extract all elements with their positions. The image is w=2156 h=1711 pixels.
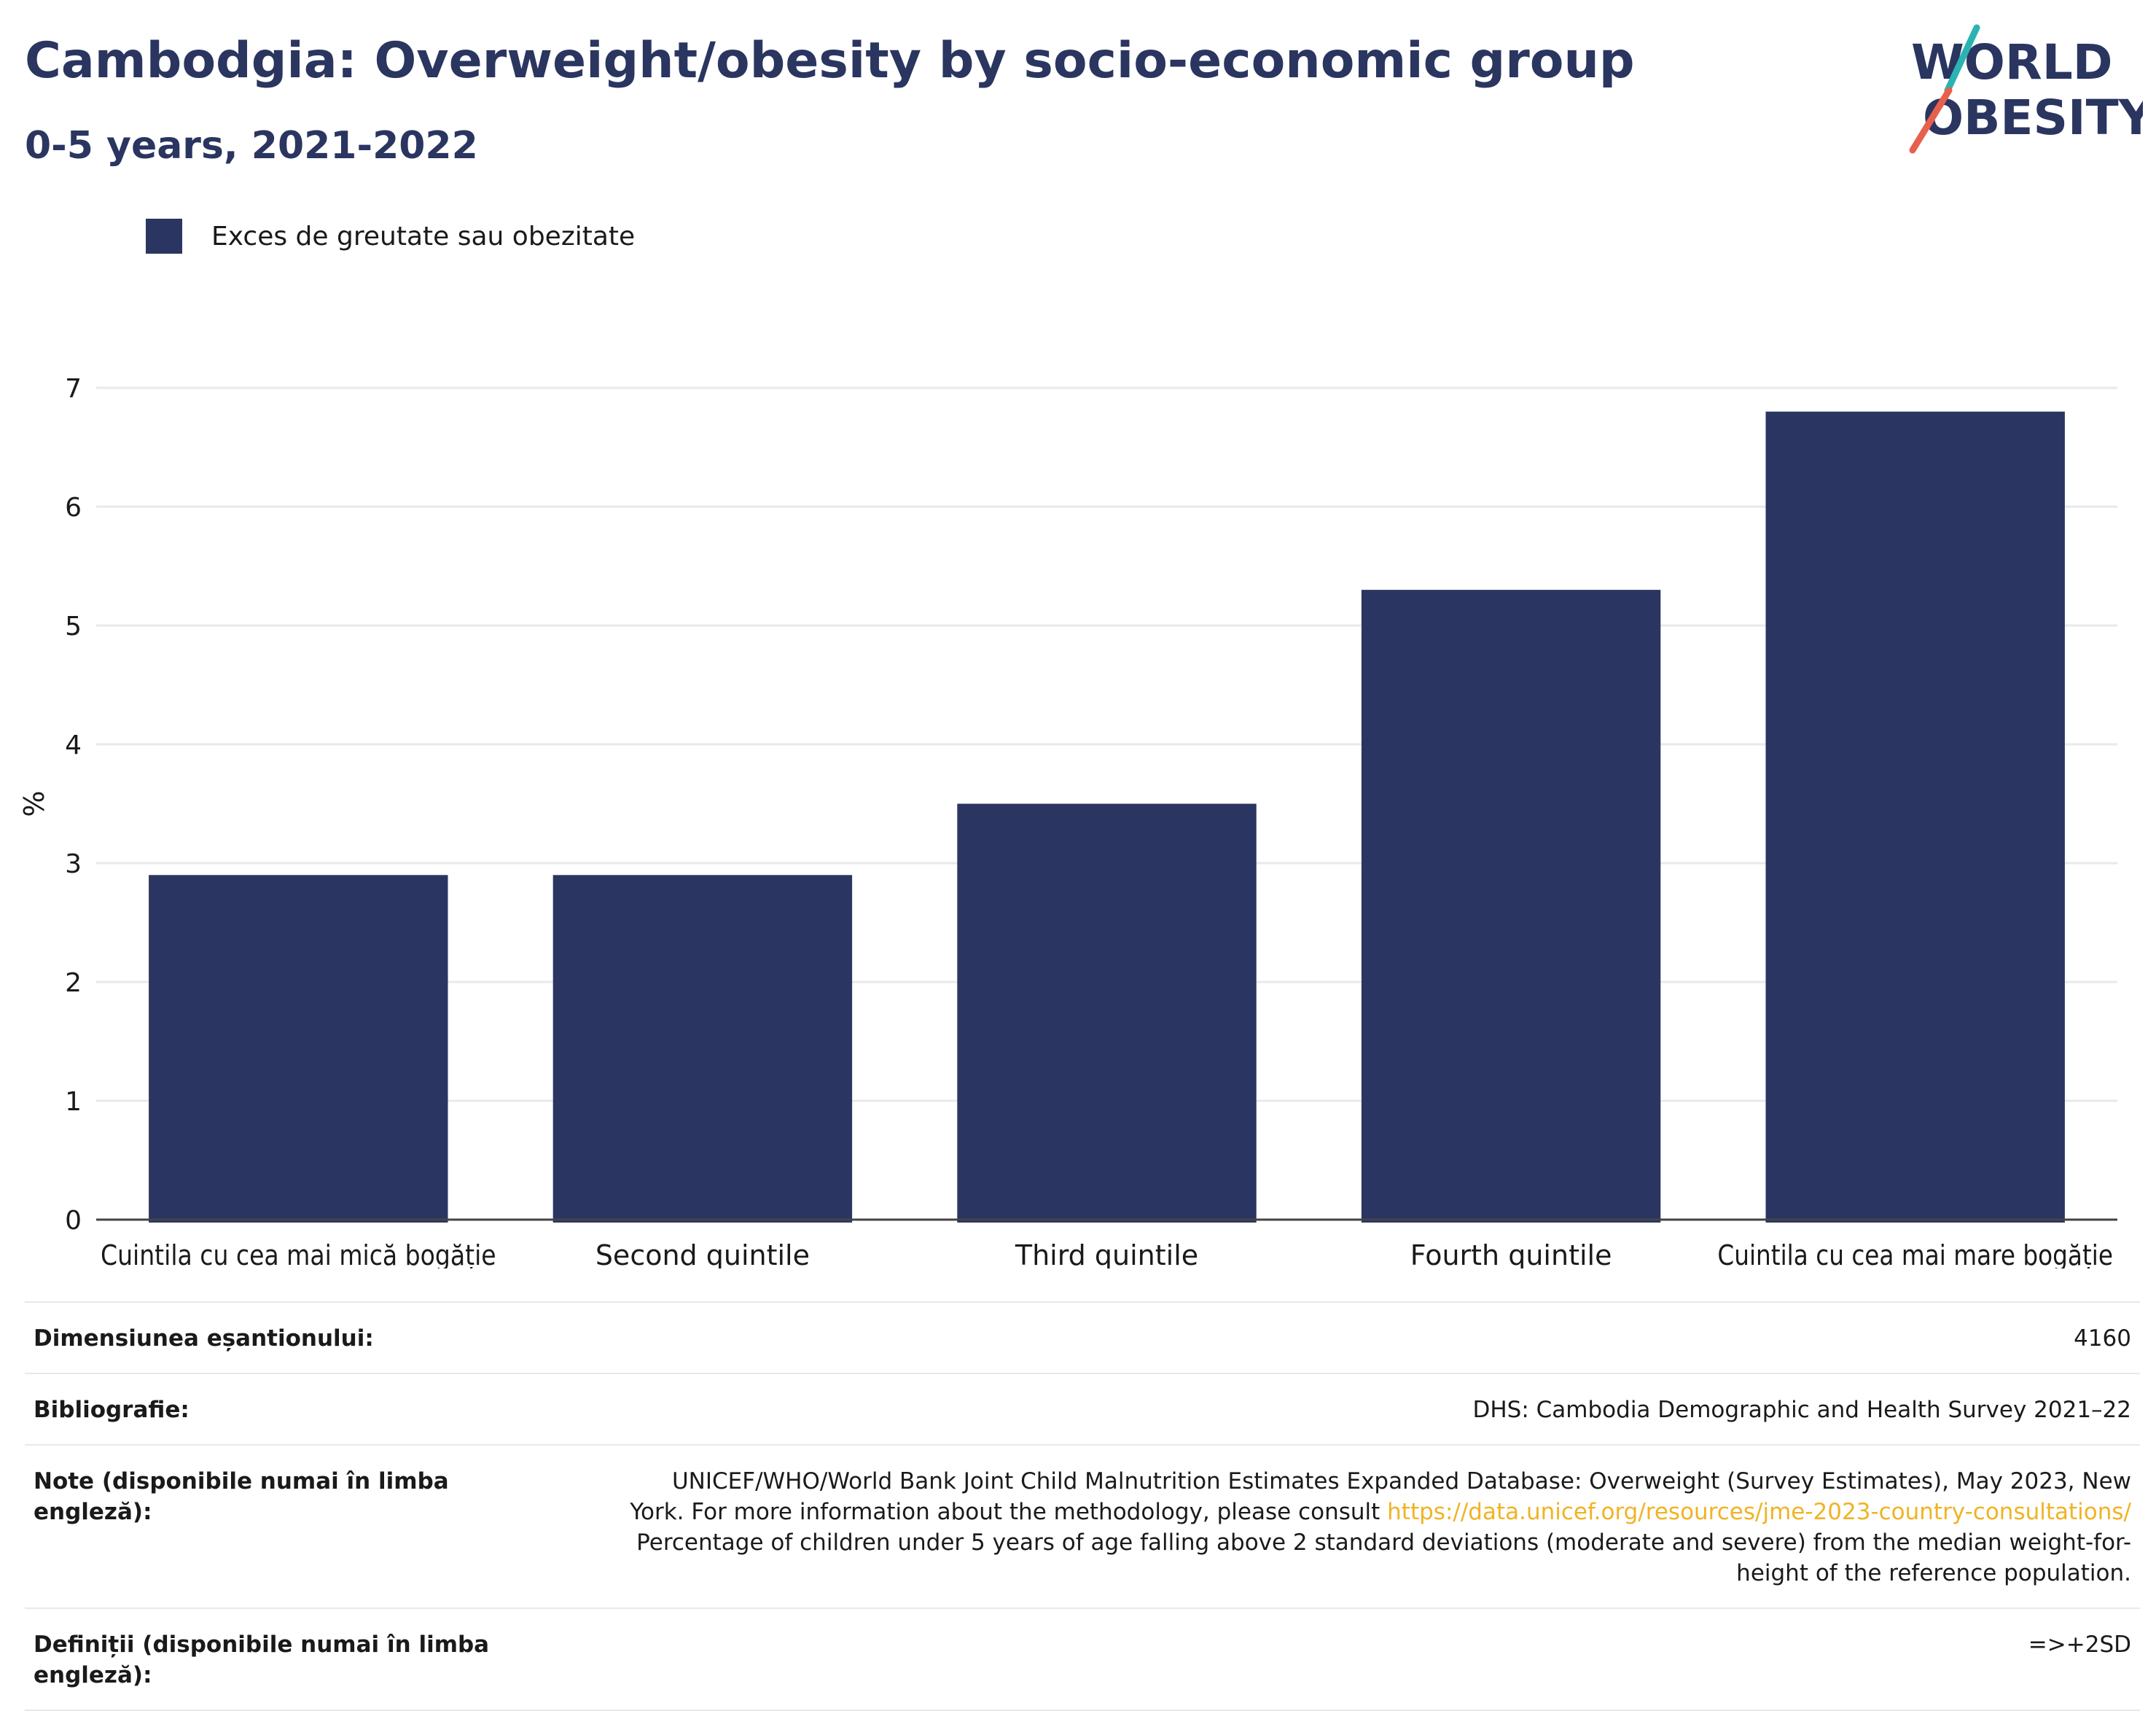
legend: Exces de greutate sau obezitate	[146, 219, 635, 254]
bar-0[interactable]	[149, 875, 448, 1223]
info-row-notes: Note (disponibile numai în limba engleză…	[25, 1444, 2140, 1607]
logo-slash-red	[1909, 87, 1953, 154]
info-row-bibliography: Bibliografie: DHS: Cambodia Demographic …	[25, 1373, 2140, 1444]
y-tick-label: 3	[65, 849, 82, 879]
info-row-sample-size: Dimensiunea eșantionului: 4160	[25, 1301, 2140, 1373]
world-obesity-logo: WORLD OBESITY	[1909, 24, 2143, 154]
bibliography-value: DHS: Cambodia Demographic and Health Sur…	[1472, 1397, 2132, 1423]
y-tick-label: 6	[65, 493, 82, 523]
notes-value: UNICEF/WHO/World Bank Joint Child Malnut…	[615, 1466, 2131, 1589]
y-tick-label: 4	[65, 730, 82, 760]
sample-size-value: 4160	[2074, 1325, 2131, 1352]
info-table: Dimensiunea eșantionului: 4160 Bibliogra…	[25, 1301, 2140, 1711]
y-tick-label: 0	[65, 1206, 82, 1236]
bars	[149, 411, 2065, 1223]
y-tick-label: 7	[65, 374, 82, 404]
bar-1[interactable]	[552, 875, 853, 1223]
definitions-value: =>+2SD	[2028, 1632, 2131, 1658]
bar-chart: 0 1 2 3 4 5 6 7 Cuintila cu cea mai mică bogăți…	[18, 374, 2117, 1268]
logo-line2: OBESITY	[1923, 90, 2143, 146]
legend-swatch	[146, 219, 182, 254]
definitions-label: Definiții (disponibile numai în limba en…	[34, 1632, 490, 1688]
info-row-definitions: Definiții (disponibile numai în limba en…	[25, 1607, 2140, 1711]
bar-4[interactable]	[1765, 411, 2065, 1223]
notes-link[interactable]: https://data.unicef.org/resources/jme-20…	[1387, 1499, 2131, 1525]
sample-size-label: Dimensiunea eșantionului:	[34, 1325, 374, 1352]
legend-label: Exces de greutate sau obezitate	[211, 221, 636, 252]
y-axis-label: %	[18, 790, 50, 816]
x-tick-labels: Cuintila cu cea mai mică bogăție Second q…	[101, 1239, 2113, 1268]
y-tick-label: 5	[65, 612, 82, 642]
chart-subtitle: 0-5 years, 2021-2022	[25, 124, 478, 168]
bibliography-label: Bibliografie:	[34, 1397, 190, 1423]
y-tick-label: 1	[65, 1087, 82, 1117]
notes-text-before: UNICEF/WHO/World Bank Joint Child Malnut…	[630, 1468, 2131, 1525]
bar-3[interactable]	[1361, 590, 1661, 1223]
logo-slash-teal	[1944, 24, 1980, 94]
y-tick-labels: 0 1 2 3 4 5 6 7	[65, 374, 82, 1236]
x-tick-label: Fourth quintile	[1410, 1239, 1612, 1268]
x-tick-label: Third quintile	[1015, 1239, 1198, 1268]
bar-2[interactable]	[957, 803, 1257, 1223]
notes-label: Note (disponibile numai în limba engleză…	[34, 1468, 449, 1525]
x-tick-label: Second quintile	[595, 1239, 810, 1268]
x-tick-label: Cuintila cu cea mai mare bogăție	[1717, 1239, 2113, 1268]
y-tick-label: 2	[65, 968, 82, 998]
chart-title: Cambodgia: Overweight/obesity by socio-e…	[25, 32, 1635, 90]
x-tick-label: Cuintila cu cea mai mică bogăție	[101, 1239, 496, 1268]
notes-text-after: Percentage of children under 5 years of …	[636, 1529, 2131, 1586]
logo-line1: WORLD	[1911, 34, 2113, 90]
